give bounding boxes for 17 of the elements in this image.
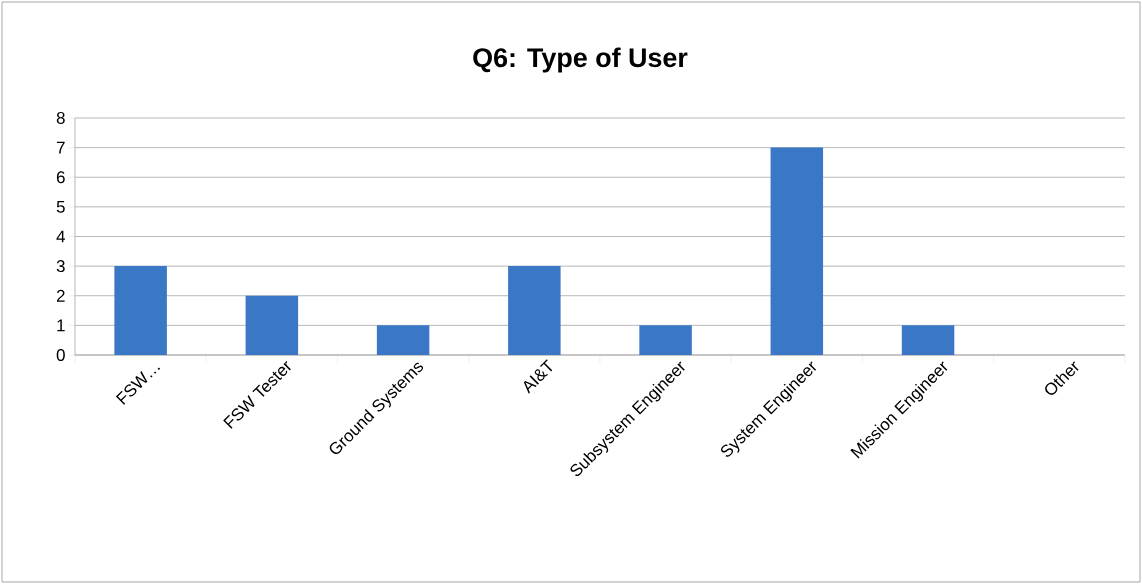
y-tick-label: 1 [57,319,65,332]
y-tick-label: 3 [56,260,65,273]
bar [376,325,430,355]
bar [508,266,561,355]
y-tick-label: 8 [56,112,65,124]
bar [245,295,299,355]
y-tick-label: 4 [56,230,65,243]
bar [901,325,955,355]
bar [639,325,692,355]
chart-title: Q6: Type of User [473,47,688,73]
y-tick-label: 0 [56,348,65,361]
bar [114,266,167,355]
bar [770,147,824,355]
y-tick-label: 5 [56,200,65,213]
y-tick-label: 2 [56,289,65,302]
y-tick-label: 6 [56,171,65,184]
y-tick-label: 7 [56,141,65,154]
